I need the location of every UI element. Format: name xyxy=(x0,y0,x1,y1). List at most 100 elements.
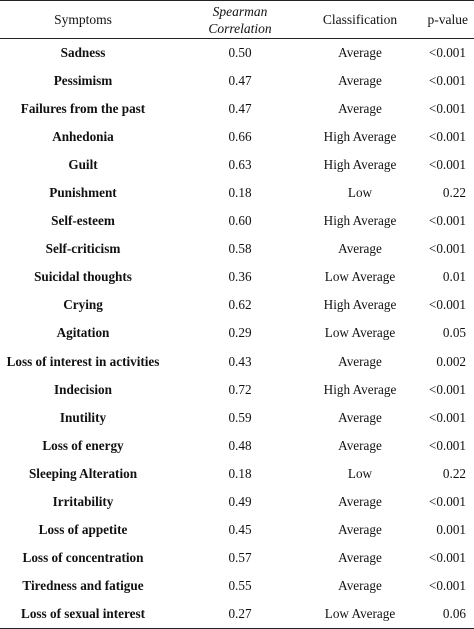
table-body: Sadness 0.50 Average <0.001 Pessimism 0.47 Ave… xyxy=(0,39,474,629)
cell-spearman-correlation: 0.49 xyxy=(228,494,252,510)
cell-p-value: 0.22 xyxy=(442,185,466,201)
cell-classification: Average xyxy=(338,353,382,369)
cell-symptom: Loss of energy xyxy=(42,437,124,453)
cell-symptom: Failures from the past xyxy=(20,100,146,116)
header-spearman-correlation: Spearman Correlation xyxy=(166,0,314,39)
cell-p-value: 0.01 xyxy=(442,269,466,285)
cell-p-value: <0.001 xyxy=(428,100,466,116)
cell-p-value: <0.001 xyxy=(428,381,466,397)
cell-symptom: Irritability xyxy=(52,494,114,510)
cell-symptom: Tiredness and fatigue xyxy=(22,578,144,594)
cell-classification: Average xyxy=(338,241,382,257)
cell-spearman-correlation: 0.48 xyxy=(228,437,252,453)
cell-spearman-correlation: 0.43 xyxy=(228,353,252,369)
cell-classification: Average xyxy=(338,578,382,594)
cell-p-value: 0.06 xyxy=(406,600,474,629)
table-row: Loss of appetite 0.45 Average 0.001 xyxy=(0,516,474,544)
header-row: Symptoms Spearman Correlation Classifica… xyxy=(0,0,474,39)
cell-spearman-correlation: 0.62 xyxy=(228,297,252,313)
cell-spearman-correlation: 0.45 xyxy=(228,522,252,538)
cell-classification: High Average xyxy=(323,156,397,172)
cell-symptom: Anhedonia xyxy=(52,128,114,144)
cell-spearman-correlation: 0.66 xyxy=(228,128,252,144)
cell-symptom: Loss of concentration xyxy=(22,550,144,566)
cell-p-value: <0.001 xyxy=(428,44,466,60)
table-row: Loss of concentration 0.57 Average <0.001 xyxy=(0,544,474,572)
cell-symptom: Agitation xyxy=(56,325,110,341)
cell-classification: Average xyxy=(338,44,382,60)
cell-spearman-correlation: 0.29 xyxy=(228,325,252,341)
header-spearman-line1: Spearman xyxy=(212,3,268,19)
header-symptoms: Symptoms xyxy=(0,0,166,39)
cell-symptom: Suicidal thoughts xyxy=(34,269,132,285)
table-row: Tiredness and fatigue 0.55 Average <0.001 xyxy=(0,572,474,600)
cell-spearman-correlation: 0.63 xyxy=(228,156,252,172)
cell-p-value: <0.001 xyxy=(428,72,466,88)
cell-classification: Low xyxy=(347,185,373,201)
cell-classification: Low Average xyxy=(324,325,396,341)
table-row: Indecision 0.72 High Average <0.001 xyxy=(0,376,474,404)
table-header: Symptoms Spearman Correlation Classifica… xyxy=(0,0,474,39)
cell-p-value: <0.001 xyxy=(428,437,466,453)
cell-p-value: 0.05 xyxy=(442,325,466,341)
table-row: Pessimism 0.47 Average <0.001 xyxy=(0,67,474,95)
cell-symptom: Loss of interest in activities xyxy=(6,353,160,369)
cell-classification: Low xyxy=(347,465,373,481)
cell-spearman-correlation: 0.57 xyxy=(228,550,252,566)
cell-classification: High Average xyxy=(323,213,397,229)
table-row: Anhedonia 0.66 High Average <0.001 xyxy=(0,123,474,151)
cell-classification: Average xyxy=(338,522,382,538)
table-row: Failures from the past 0.47 Average <0.001 xyxy=(0,95,474,123)
cell-symptom: Punishment xyxy=(49,185,117,201)
cell-spearman-correlation: 0.47 xyxy=(228,72,252,88)
table-row: Loss of sexual interest 0.27 Low Average 0.… xyxy=(0,600,474,629)
table-row: Crying 0.62 High Average <0.001 xyxy=(0,291,474,319)
cell-classification: Low Average xyxy=(324,269,396,285)
cell-classification: Average xyxy=(338,494,382,510)
cell-p-value: <0.001 xyxy=(428,297,466,313)
cell-spearman-correlation: 0.36 xyxy=(228,269,252,285)
cell-classification: High Average xyxy=(323,297,397,313)
cell-spearman-correlation: 0.72 xyxy=(228,381,252,397)
table-row: Sleeping Alteration 0.18 Low 0.22 xyxy=(0,460,474,488)
cell-symptom: Inutility xyxy=(59,409,107,425)
header-p-value: p-value xyxy=(406,0,474,39)
cell-symptom: Sadness xyxy=(60,44,106,60)
header-classification: Classification xyxy=(314,0,406,39)
cell-p-value: <0.001 xyxy=(428,213,466,229)
cell-p-value: 0.001 xyxy=(436,522,466,538)
table-row: Loss of energy 0.48 Average <0.001 xyxy=(0,432,474,460)
table-row: Irritability 0.49 Average <0.001 xyxy=(0,488,474,516)
header-spearman-line2: Correlation xyxy=(208,20,272,36)
cell-classification: Low Average xyxy=(314,600,406,629)
cell-symptom: Crying xyxy=(63,297,103,313)
cell-p-value: <0.001 xyxy=(428,494,466,510)
cell-symptom: Guilt xyxy=(68,156,98,172)
cell-classification: Average xyxy=(338,437,382,453)
cell-symptom: Sleeping Alteration xyxy=(28,465,138,481)
cell-symptom: Pessimism xyxy=(53,72,113,88)
cell-p-value: 0.22 xyxy=(442,465,466,481)
cell-spearman-correlation: 0.60 xyxy=(228,213,252,229)
cell-classification: High Average xyxy=(323,381,397,397)
table-row: Guilt 0.63 High Average <0.001 xyxy=(0,151,474,179)
cell-classification: Average xyxy=(338,409,382,425)
cell-spearman-correlation: 0.50 xyxy=(228,44,252,60)
cell-p-value: <0.001 xyxy=(428,128,466,144)
cell-p-value: <0.001 xyxy=(428,241,466,257)
table-row: Suicidal thoughts 0.36 Low Average 0.01 xyxy=(0,263,474,291)
cell-p-value: <0.001 xyxy=(428,578,466,594)
cell-spearman-correlation: 0.58 xyxy=(228,241,252,257)
cell-classification: High Average xyxy=(323,128,397,144)
cell-symptom: Loss of sexual interest xyxy=(0,600,166,629)
table-row: Sadness 0.50 Average <0.001 xyxy=(0,39,474,67)
table-row: Agitation 0.29 Low Average 0.05 xyxy=(0,319,474,347)
cell-symptom: Self-esteem xyxy=(51,213,115,229)
cell-symptom: Indecision xyxy=(54,381,112,397)
cell-p-value: <0.001 xyxy=(428,409,466,425)
cell-spearman-correlation: 0.55 xyxy=(228,578,252,594)
table-row: Self-esteem 0.60 High Average <0.001 xyxy=(0,207,474,235)
cell-spearman-correlation: 0.18 xyxy=(228,185,252,201)
